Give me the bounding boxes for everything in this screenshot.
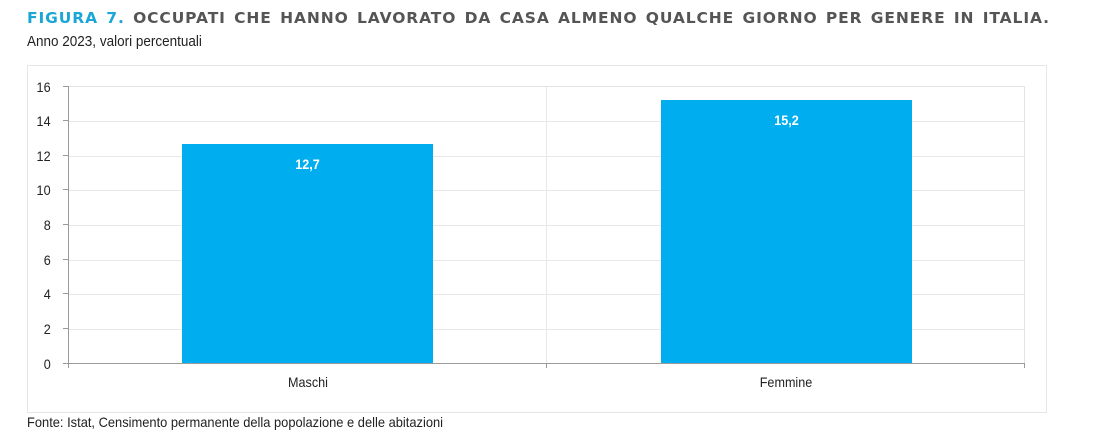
figure-label: FIGURA 7. <box>27 9 125 27</box>
chart-frame <box>27 65 1047 413</box>
plot-area <box>68 86 1025 363</box>
y-tick-label: 14 <box>36 113 51 129</box>
y-tick <box>63 293 68 294</box>
x-axis <box>63 363 1025 364</box>
y-tick-label: 6 <box>43 252 51 268</box>
category-divider <box>546 87 547 363</box>
y-tick-label: 4 <box>43 286 51 302</box>
bar-femmine: 15,2 <box>661 100 912 363</box>
chart-subtitle: Anno 2023, valori percentuali <box>27 33 202 50</box>
y-tick-label: 12 <box>36 148 51 164</box>
y-tick-label: 2 <box>43 321 51 337</box>
bar-maschi: 12,7 <box>182 144 433 363</box>
chart-title: FIGURA 7. OCCUPATI CHE HANNO LAVORATO DA… <box>27 9 1050 27</box>
y-tick-label: 10 <box>36 182 51 198</box>
y-tick-label: 16 <box>36 79 51 95</box>
source-note: Fonte: Istat, Censimento permanente dell… <box>27 414 444 430</box>
x-tick <box>68 363 69 368</box>
figure-title: OCCUPATI CHE HANNO LAVORATO DA CASA ALME… <box>133 9 1050 27</box>
x-category-label-femmine: Femmine <box>759 374 813 390</box>
y-tick <box>63 155 68 156</box>
y-tick <box>63 189 68 190</box>
y-tick <box>63 224 68 225</box>
y-tick-label: 0 <box>43 356 51 372</box>
x-tick <box>1024 363 1025 368</box>
x-tick <box>546 363 547 368</box>
bar-value-label: 12,7 <box>295 156 320 172</box>
x-category-label-maschi: Maschi <box>288 374 328 390</box>
y-tick <box>63 86 68 87</box>
y-tick <box>63 120 68 121</box>
bar-value-label: 15,2 <box>774 112 799 128</box>
y-tick <box>63 259 68 260</box>
y-tick <box>63 363 68 364</box>
y-tick-label: 8 <box>43 217 51 233</box>
y-axis <box>68 86 69 364</box>
y-tick <box>63 328 68 329</box>
